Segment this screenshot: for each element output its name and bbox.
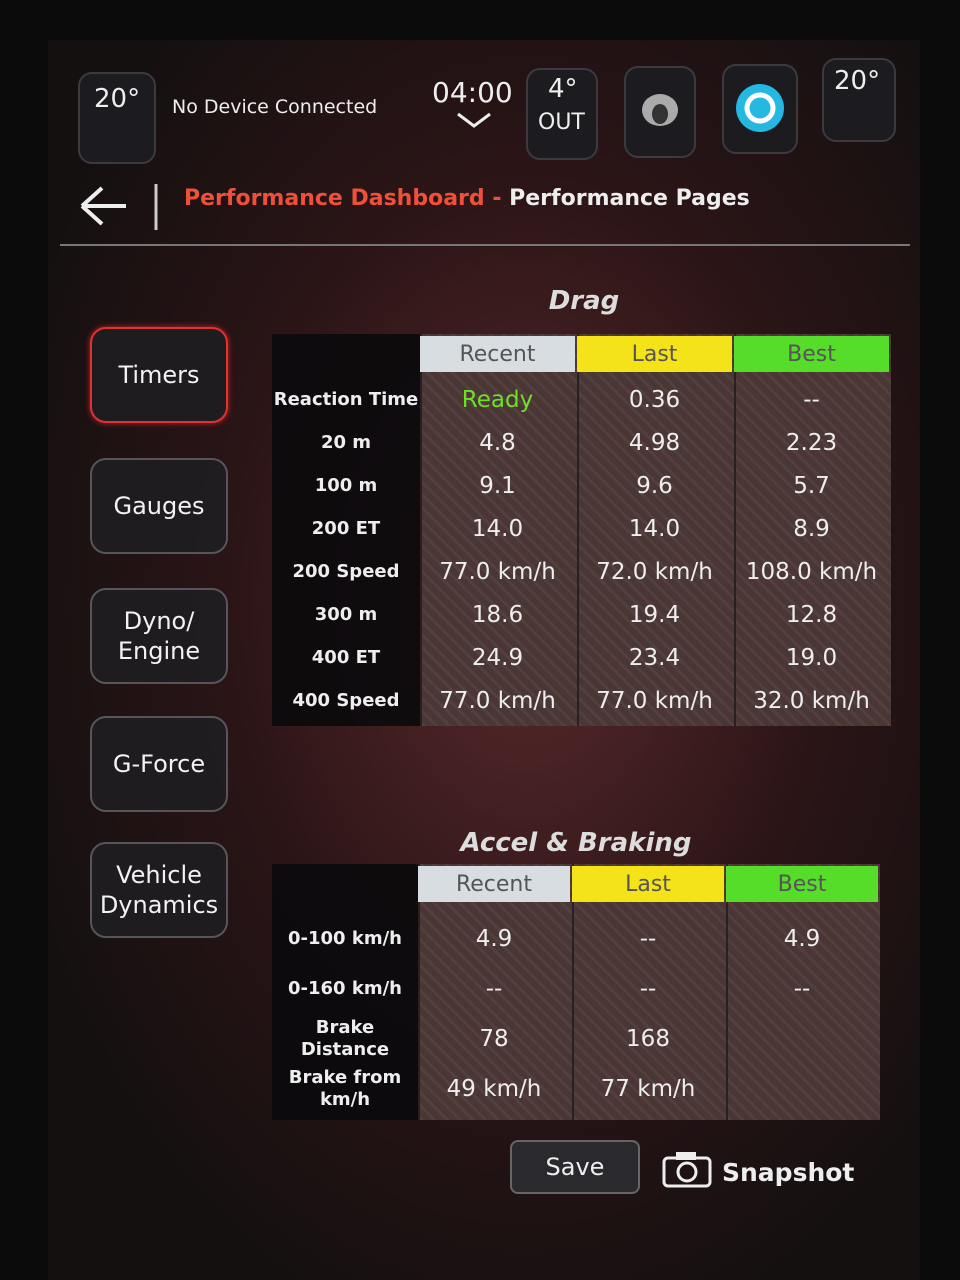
value-cell: 2.23 — [785, 429, 838, 456]
column-header: Best — [734, 336, 889, 372]
section-title: Drag — [548, 286, 620, 316]
value-cell: 8.9 — [793, 515, 830, 542]
left-temp: 20° — [94, 84, 141, 114]
value-cell: 49 km/h — [446, 1076, 542, 1102]
alexa-button[interactable] — [722, 64, 798, 154]
value-cell: Ready — [461, 386, 534, 413]
value-cell: 9.1 — [479, 472, 516, 499]
value-cell: 77.0 km/h — [439, 687, 556, 714]
outside-temp-box: 4° OUT — [526, 68, 598, 160]
value-cell: 78 — [479, 1026, 509, 1052]
value-cell: 19.0 — [785, 644, 838, 671]
value-cell: 4.8 — [479, 429, 516, 456]
right-climate[interactable]: 20° — [822, 58, 896, 142]
column-header: Best — [726, 866, 878, 902]
right-temp: 20° — [834, 66, 881, 96]
value-cell: 77.0 km/h — [439, 558, 556, 585]
column-bg — [572, 864, 726, 1120]
column-bg — [726, 864, 880, 1120]
title-separator: - — [492, 186, 502, 211]
column-header: Recent — [420, 336, 575, 372]
row-label: 400 Speed — [292, 689, 400, 711]
page-title: Performance Dashboard - Performance Page… — [184, 186, 750, 211]
title-accent: Performance Dashboard — [184, 186, 485, 211]
value-cell: 14.0 — [628, 515, 681, 542]
value-cell: 4.98 — [628, 429, 681, 456]
outside-label: OUT — [538, 110, 585, 135]
tab[interactable]: Vehicle Dynamics — [90, 842, 228, 938]
save-button[interactable]: Save — [510, 1140, 640, 1194]
row-label: 400 ET — [311, 646, 381, 668]
column-header: Recent — [418, 866, 570, 902]
value-cell: 32.0 km/h — [753, 687, 870, 714]
value-cell: 168 — [626, 1026, 670, 1052]
header-divider — [60, 244, 910, 246]
section-title: Accel & Braking — [460, 828, 692, 858]
value-cell: -- — [639, 976, 657, 1002]
value-cell: -- — [803, 386, 820, 413]
value-cell: 108.0 km/h — [745, 558, 878, 585]
column-bg — [420, 334, 577, 726]
value-cell: 77.0 km/h — [596, 687, 713, 714]
tab[interactable]: Timers — [90, 327, 228, 423]
tab[interactable]: G-Force — [90, 716, 228, 812]
value-cell: -- — [485, 976, 503, 1002]
value-cell: 23.4 — [628, 644, 681, 671]
alexa-icon — [736, 84, 784, 132]
column-bg — [418, 864, 572, 1120]
value-cell: 4.9 — [783, 926, 821, 952]
value-cell: 5.7 — [793, 472, 830, 499]
value-cell: 24.9 — [471, 644, 524, 671]
outside-temp: 4° — [548, 74, 578, 104]
camera-icon — [662, 1152, 712, 1188]
row-label: 300 m — [314, 603, 378, 625]
title: Performance Pages — [509, 186, 750, 211]
clock[interactable]: 04:00 — [432, 76, 513, 109]
row-label: 200 Speed — [292, 560, 400, 582]
tab[interactable]: Dyno/ Engine — [90, 588, 228, 684]
left-climate[interactable]: 20° — [78, 72, 156, 164]
value-cell: 77 km/h — [600, 1076, 696, 1102]
column-bg — [577, 334, 734, 726]
label-column — [272, 864, 418, 1120]
row-label: 200 ET — [311, 517, 381, 539]
chevron — [457, 112, 491, 128]
value-cell: 72.0 km/h — [596, 558, 713, 585]
row-label: 100 m — [314, 474, 378, 496]
screen: 20° No Device Connected 04:00 4° OUT 20°… — [48, 40, 920, 1280]
value-cell: -- — [793, 976, 811, 1002]
row-label: 0-160 km/h — [288, 978, 402, 999]
ram-button[interactable] — [624, 66, 696, 158]
value-cell: 9.6 — [636, 472, 673, 499]
value-cell: 4.9 — [475, 926, 513, 952]
device-status: No Device Connected — [172, 96, 378, 118]
column-header: Last — [577, 336, 732, 372]
row-label: 0-100 km/h — [288, 928, 402, 949]
value-cell: 14.0 — [471, 515, 524, 542]
row-label: 20 m — [320, 431, 372, 453]
ram-logo — [642, 94, 678, 126]
tab[interactable]: Gauges — [90, 458, 228, 554]
row-label: Brake from km/h — [288, 1067, 402, 1110]
value-cell: 19.4 — [628, 601, 681, 628]
snapshot-button[interactable]: Snapshot — [722, 1158, 855, 1187]
value-cell: -- — [639, 926, 657, 952]
value-cell: 12.8 — [785, 601, 838, 628]
row-label: Reaction Time — [273, 388, 419, 410]
row-label: Brake Distance — [300, 1017, 390, 1060]
back-arrow[interactable] — [76, 182, 166, 232]
value-cell: 18.6 — [471, 601, 524, 628]
label-column — [272, 334, 420, 726]
column-header: Last — [572, 866, 724, 902]
value-cell: 0.36 — [628, 386, 681, 413]
column-bg — [734, 334, 891, 726]
